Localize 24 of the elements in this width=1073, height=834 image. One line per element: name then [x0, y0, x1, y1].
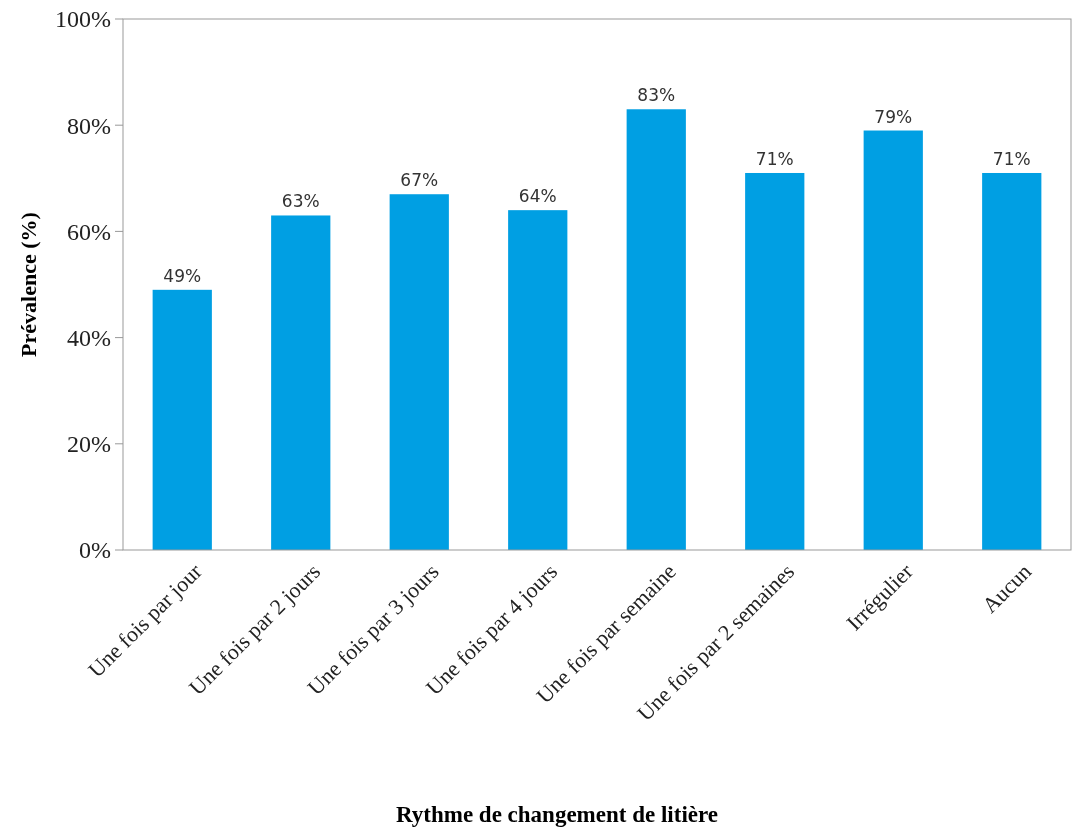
bar: [508, 210, 568, 550]
y-tick-label: 60%: [67, 218, 111, 245]
bar: [271, 215, 331, 550]
y-axis-title: Prévalence (%): [16, 212, 41, 357]
y-tick-label: 100%: [55, 6, 111, 33]
data-label: 71%: [755, 148, 794, 169]
data-label: 49%: [163, 265, 202, 286]
x-axis-title: Rythme de changement de litière: [396, 802, 718, 827]
bar: [152, 289, 212, 550]
y-tick-label: 40%: [67, 325, 111, 351]
data-label: 83%: [637, 85, 676, 106]
bar: [745, 172, 805, 550]
data-label: 63%: [281, 191, 320, 212]
y-tick-label: 80%: [67, 112, 111, 139]
bar: [982, 172, 1042, 550]
data-label: 71%: [992, 148, 1031, 169]
bar: [389, 194, 449, 550]
data-label: 67%: [400, 170, 439, 191]
data-label: 79%: [874, 106, 913, 127]
y-tick-label: 20%: [67, 431, 111, 458]
y-tick-label: 0%: [79, 537, 111, 564]
data-label: 64%: [518, 186, 557, 207]
bar: [626, 109, 686, 550]
bar: [863, 130, 923, 550]
